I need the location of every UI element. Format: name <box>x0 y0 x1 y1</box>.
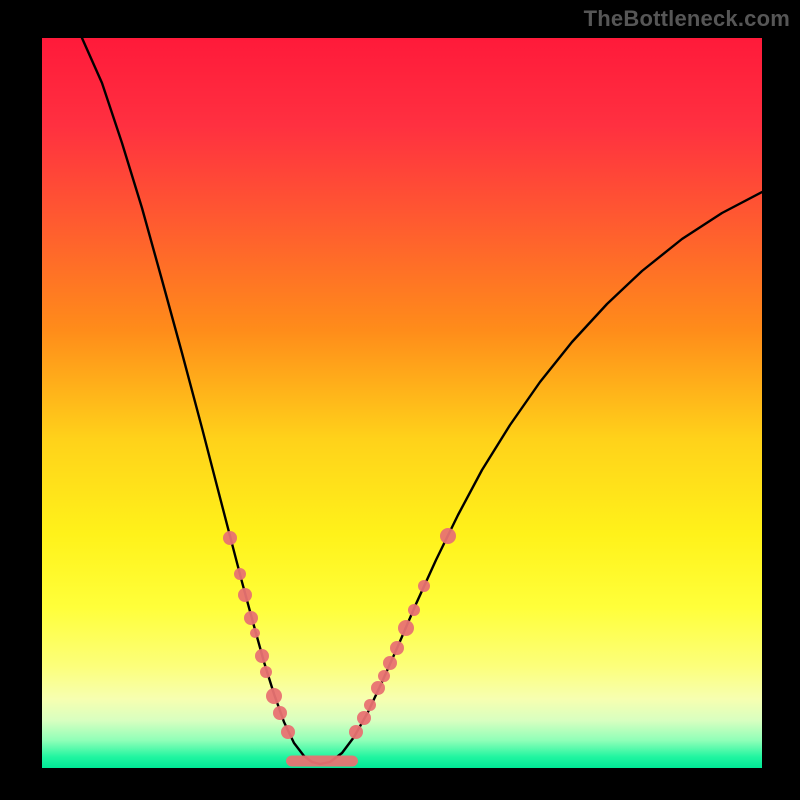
flat-marker-segment <box>286 756 358 767</box>
marker-dot-left <box>281 725 295 739</box>
marker-dot-right <box>357 711 371 725</box>
marker-dot-left <box>273 706 287 720</box>
marker-dot-right <box>440 528 456 544</box>
marker-dot-left <box>223 531 237 545</box>
marker-dot-left <box>255 649 269 663</box>
plot-area <box>42 38 762 768</box>
marker-dot-left <box>244 611 258 625</box>
marker-dot-right <box>349 725 363 739</box>
marker-dot-right <box>418 580 430 592</box>
marker-dot-right <box>371 681 385 695</box>
chart-stage: TheBottleneck.com <box>0 0 800 800</box>
marker-dot-left <box>234 568 246 580</box>
marker-dot-left <box>250 628 260 638</box>
marker-dot-right <box>364 699 376 711</box>
marker-dot-right <box>390 641 404 655</box>
marker-dot-left <box>260 666 272 678</box>
marker-dot-right <box>383 656 397 670</box>
gradient-background <box>42 38 762 768</box>
plot-svg <box>42 38 762 768</box>
marker-dot-right <box>398 620 414 636</box>
marker-dot-right <box>378 670 390 682</box>
marker-dot-left <box>266 688 282 704</box>
marker-dot-right <box>408 604 420 616</box>
watermark-text: TheBottleneck.com <box>584 6 790 32</box>
marker-dot-left <box>238 588 252 602</box>
